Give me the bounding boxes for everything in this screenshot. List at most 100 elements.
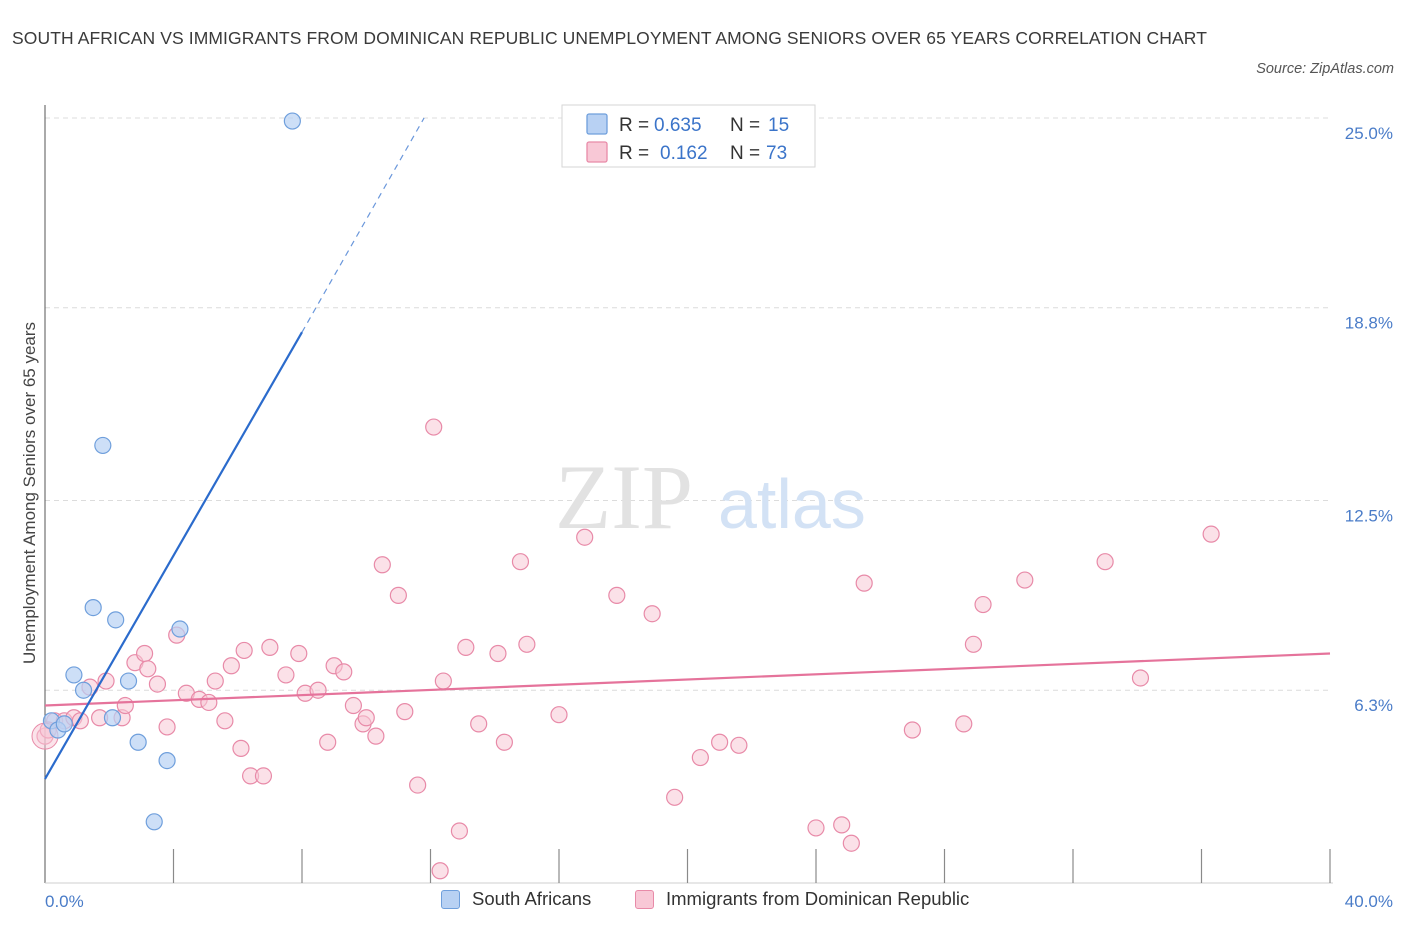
data-point — [666, 788, 684, 806]
y-tick-label: 6.3% — [1354, 696, 1393, 715]
data-point — [261, 638, 279, 656]
data-point — [158, 751, 176, 770]
legend-r-label: R = — [619, 143, 649, 164]
data-point — [319, 733, 337, 751]
y-tick-label: 25.0% — [1345, 124, 1393, 143]
legend-item-dominican: Immigrants from Dominican Republic — [635, 888, 969, 910]
legend-r-value-blue: 0.635 — [654, 115, 702, 136]
data-point — [691, 748, 709, 767]
legend-n-value-pink: 73 — [766, 143, 787, 164]
trend-line-dominican — [44, 652, 1331, 707]
data-point — [158, 718, 176, 736]
data-point — [964, 635, 983, 653]
data-point — [200, 693, 218, 712]
data-point — [171, 620, 189, 638]
legend-swatch — [635, 889, 654, 909]
grid-lines — [45, 117, 1330, 691]
data-point — [1016, 571, 1034, 589]
legend-item-south-africans: South Africans — [441, 888, 591, 910]
data-point — [955, 715, 973, 733]
y-tick-labels: 6.3% 12.5% 18.8% 25.0% — [1345, 124, 1393, 715]
data-point — [344, 696, 362, 715]
trend-line-south-african-extension — [301, 117, 425, 333]
bottom-legend: South Africans Immigrants from Dominican… — [0, 888, 1406, 916]
data-point — [576, 528, 594, 546]
data-point — [518, 635, 536, 653]
data-point — [216, 712, 234, 730]
watermark: ZIP atlas — [555, 446, 866, 548]
data-point — [495, 733, 513, 751]
data-point — [222, 657, 240, 675]
legend-label: South Africans — [472, 888, 592, 909]
data-point — [254, 767, 273, 785]
data-point — [409, 776, 427, 794]
watermark-atlas: atlas — [718, 465, 866, 543]
data-point — [389, 586, 407, 604]
x-ticks — [172, 849, 1331, 883]
x-tick-label-max: 40.0% — [1345, 892, 1393, 911]
data-point — [103, 709, 122, 727]
data-point — [425, 418, 443, 436]
legend-r-value-pink: 0.162 — [660, 143, 708, 164]
data-point — [489, 644, 507, 663]
data-point — [855, 574, 873, 592]
data-point — [129, 733, 147, 751]
data-point — [608, 586, 626, 604]
data-point — [94, 436, 112, 455]
data-point — [277, 666, 295, 684]
chart-title: SOUTH AFRICAN VS IMMIGRANTS FROM DOMINIC… — [12, 28, 1208, 48]
data-point — [431, 862, 449, 880]
data-point — [1131, 669, 1150, 687]
data-point — [842, 834, 860, 852]
y-axis-label: Unemployment Among Seniors over 65 years — [20, 322, 39, 664]
data-point — [206, 672, 224, 690]
data-point — [235, 641, 253, 660]
x-tick-label-min: 0.0% — [45, 892, 84, 911]
data-point — [84, 598, 102, 617]
data-point — [470, 715, 488, 733]
data-point — [139, 660, 157, 678]
data-point — [145, 813, 163, 831]
watermark-zip: ZIP — [555, 446, 693, 548]
data-point — [434, 672, 452, 690]
data-point — [148, 675, 167, 693]
data-point — [450, 822, 469, 840]
data-point — [550, 706, 568, 724]
data-point — [55, 715, 73, 733]
data-point — [1202, 525, 1220, 543]
legend-n-label: N = — [730, 115, 760, 136]
y-tick-label: 12.5% — [1345, 507, 1393, 526]
data-point — [643, 605, 661, 623]
trend-lines — [44, 117, 1331, 780]
data-point — [309, 681, 327, 699]
y-tick-label: 18.8% — [1345, 314, 1393, 333]
data-point — [833, 816, 851, 834]
trend-line-south-african — [44, 331, 303, 780]
data-point — [107, 611, 125, 629]
legend-n-value-blue: 15 — [768, 115, 789, 136]
legend-swatch-blue — [586, 113, 608, 135]
data-point — [290, 644, 308, 663]
legend-r-label: R = — [619, 115, 649, 136]
data-point — [396, 703, 414, 721]
data-point — [65, 666, 83, 684]
correlation-legend: R = 0.635 N = 15 R = 0.162 N = 73 — [561, 104, 816, 168]
data-point — [903, 721, 921, 739]
data-point — [232, 739, 250, 757]
data-point — [373, 556, 391, 574]
data-point — [511, 553, 530, 571]
data-point — [283, 112, 301, 130]
legend-label: Immigrants from Dominican Republic — [666, 888, 970, 909]
data-point — [974, 595, 992, 614]
series-south-african-points — [42, 112, 301, 831]
data-point — [119, 672, 138, 690]
legend-n-label: N = — [730, 143, 760, 164]
legend-swatch-pink — [586, 141, 608, 163]
data-point — [135, 644, 154, 663]
data-point — [367, 727, 385, 745]
data-point — [730, 736, 748, 754]
data-point — [116, 696, 134, 715]
data-point — [1096, 553, 1114, 571]
data-point — [357, 709, 375, 727]
